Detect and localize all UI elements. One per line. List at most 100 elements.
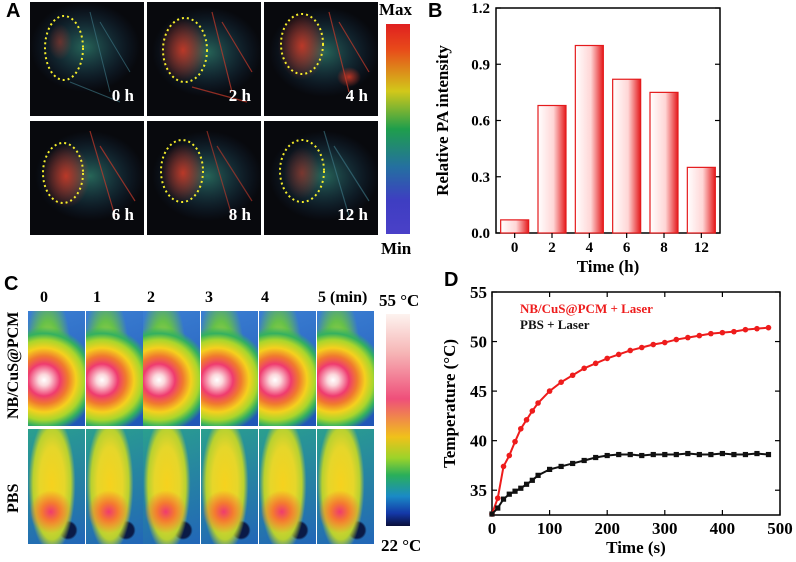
bar-chart: 0.0 0.3 0.6 0.9 1.2 0 2 4 6 8 12 Time (h) Relative P… (433, 1, 721, 276)
panel-label-c: C (4, 273, 19, 295)
row-label-pbs: PBS (5, 483, 22, 513)
y-tick-label: 35 (470, 481, 487, 500)
y-tick-label: 55 (470, 283, 487, 302)
data-point (518, 425, 524, 432)
thermal-colorbar-min-label: 22 °C (381, 536, 422, 555)
legend-entry: PBS + Laser (520, 317, 590, 332)
data-point (604, 355, 610, 362)
y-tick-label: 0.9 (471, 57, 490, 73)
x-axis-label: Time (h) (577, 257, 640, 276)
x-tick-label: 2 (548, 240, 556, 256)
series-line (491, 452, 769, 515)
bar (574, 44, 604, 234)
thermal-image (85, 429, 143, 544)
data-point (494, 495, 501, 501)
data-point (627, 451, 633, 458)
thermal-image (258, 429, 316, 544)
data-point (662, 451, 668, 458)
data-point (512, 438, 518, 445)
tile-time-label: 8 h (228, 205, 251, 224)
data-point (581, 457, 587, 464)
x-tick-label: 12 (694, 240, 709, 256)
pa-image (147, 121, 261, 235)
x-tick-label: 0 (511, 240, 519, 256)
data-point (523, 481, 530, 487)
x-tick-label: 0 (488, 519, 497, 538)
data-point (638, 344, 645, 351)
thermal-image (258, 311, 316, 426)
x-tick-label: 8 (660, 240, 668, 256)
pa-image (264, 121, 378, 235)
data-point (495, 505, 501, 511)
data-point (615, 351, 622, 358)
data-point (489, 511, 495, 517)
data-point (696, 332, 703, 339)
data-point (500, 463, 507, 470)
data-point (754, 450, 760, 457)
data-point (523, 417, 530, 423)
tile-time-label: 12 h (337, 205, 368, 224)
data-point (731, 451, 737, 458)
plot-frame (495, 7, 721, 234)
thermal-image (316, 429, 374, 544)
data-point (765, 451, 772, 458)
data-point (708, 330, 714, 337)
data-point (506, 491, 512, 497)
legend-entry: NB/CuS@PCM + Laser (520, 301, 653, 316)
y-axis-label: Temperature (°C) (444, 339, 459, 468)
data-point (708, 451, 714, 458)
pa-image-tile: 2 h (147, 2, 261, 116)
pa-image (30, 2, 144, 116)
tile-time-label: 4 h (345, 86, 368, 105)
x-tick-label: 500 (767, 519, 793, 538)
data-point (593, 454, 599, 461)
pa-colorbar-max-label: Max (379, 0, 413, 19)
data-point (592, 360, 599, 367)
data-point (650, 451, 656, 458)
data-point (500, 496, 507, 502)
thermal-image (143, 429, 201, 544)
thermal-image (28, 429, 85, 544)
data-point (765, 324, 772, 331)
x-tick-label: 4 (586, 240, 594, 256)
data-point (569, 372, 576, 379)
y-tick-label: 0.3 (471, 170, 490, 186)
bar (686, 166, 716, 234)
time-column-label: 2 (147, 289, 155, 306)
data-point (581, 365, 587, 372)
y-tick-label: 45 (470, 382, 487, 401)
data-point (547, 466, 553, 473)
pa-image (264, 2, 378, 116)
data-point (673, 451, 679, 458)
row-label-nb-cus-pcm: NB/CuS@PCM (5, 311, 22, 419)
data-point (673, 336, 680, 343)
data-point (719, 329, 726, 336)
data-point (604, 452, 610, 459)
pa-image-tile: 6 h (30, 121, 144, 235)
data-point (558, 379, 564, 385)
plot-frame (491, 291, 781, 516)
x-axis-label: Time (s) (606, 538, 666, 557)
data-point (506, 452, 513, 459)
panel-label-b: B (428, 0, 443, 22)
data-point (685, 334, 691, 341)
pa-image (30, 121, 144, 235)
data-point (535, 400, 541, 406)
tile-time-label: 2 h (228, 86, 251, 105)
tile-time-label: 6 h (111, 205, 134, 224)
panel-label-a: A (6, 0, 21, 22)
thermal-image (28, 311, 85, 426)
time-column-label: 0 (40, 289, 48, 306)
thermal-image (85, 311, 143, 426)
data-point (535, 472, 541, 478)
y-tick-label: 50 (470, 333, 487, 352)
time-column-label: 1 (93, 289, 101, 306)
thermal-image (316, 311, 374, 426)
y-tick-label: 0.0 (471, 226, 490, 242)
data-point (742, 451, 749, 458)
data-point (627, 347, 634, 354)
y-tick-label: 0.6 (471, 114, 490, 130)
data-point (731, 328, 737, 335)
tile-time-label: 0 h (111, 86, 134, 105)
bar (649, 91, 679, 234)
